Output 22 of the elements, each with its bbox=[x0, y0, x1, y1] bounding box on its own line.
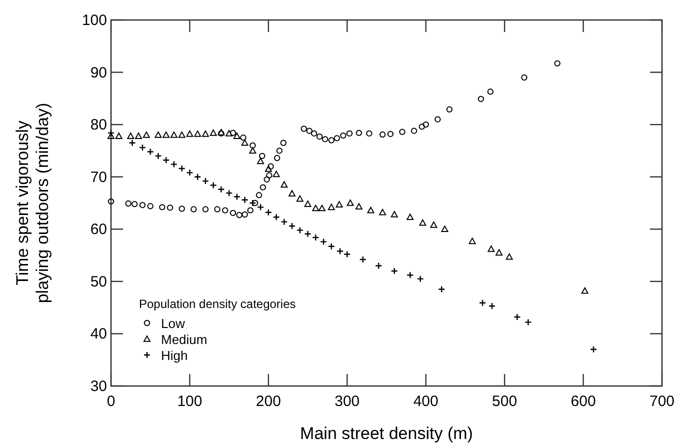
x-tick-label: 300 bbox=[334, 393, 360, 410]
x-tick-label: 400 bbox=[413, 393, 438, 410]
y-tick-label: 40 bbox=[90, 326, 107, 343]
legend-label: High bbox=[161, 348, 188, 363]
legend-label: Low bbox=[161, 316, 186, 331]
x-tick-label: 0 bbox=[106, 393, 116, 410]
y-tick-label: 70 bbox=[90, 168, 107, 186]
y-tick-label: 100 bbox=[82, 12, 107, 29]
y-tick-label: 60 bbox=[90, 221, 107, 238]
x-tick-label: 100 bbox=[177, 393, 202, 410]
x-axis-title: Main street density (m) bbox=[300, 424, 473, 443]
x-tick-label: 500 bbox=[492, 393, 518, 410]
x-tick-label: 700 bbox=[649, 393, 675, 410]
y-tick-label: 80 bbox=[90, 116, 107, 134]
y-tick-label: 90 bbox=[90, 64, 107, 82]
y-tick-label: 30 bbox=[90, 378, 107, 395]
x-tick-label: 600 bbox=[570, 393, 596, 410]
legend-label: Medium bbox=[161, 332, 208, 347]
x-tick-label: 200 bbox=[256, 393, 281, 410]
legend-title: Population density categories bbox=[139, 297, 296, 311]
y-axis-title: Time spent vigorously playing outdoors (min/day) bbox=[13, 102, 52, 304]
y-tick-label: 50 bbox=[90, 273, 107, 290]
